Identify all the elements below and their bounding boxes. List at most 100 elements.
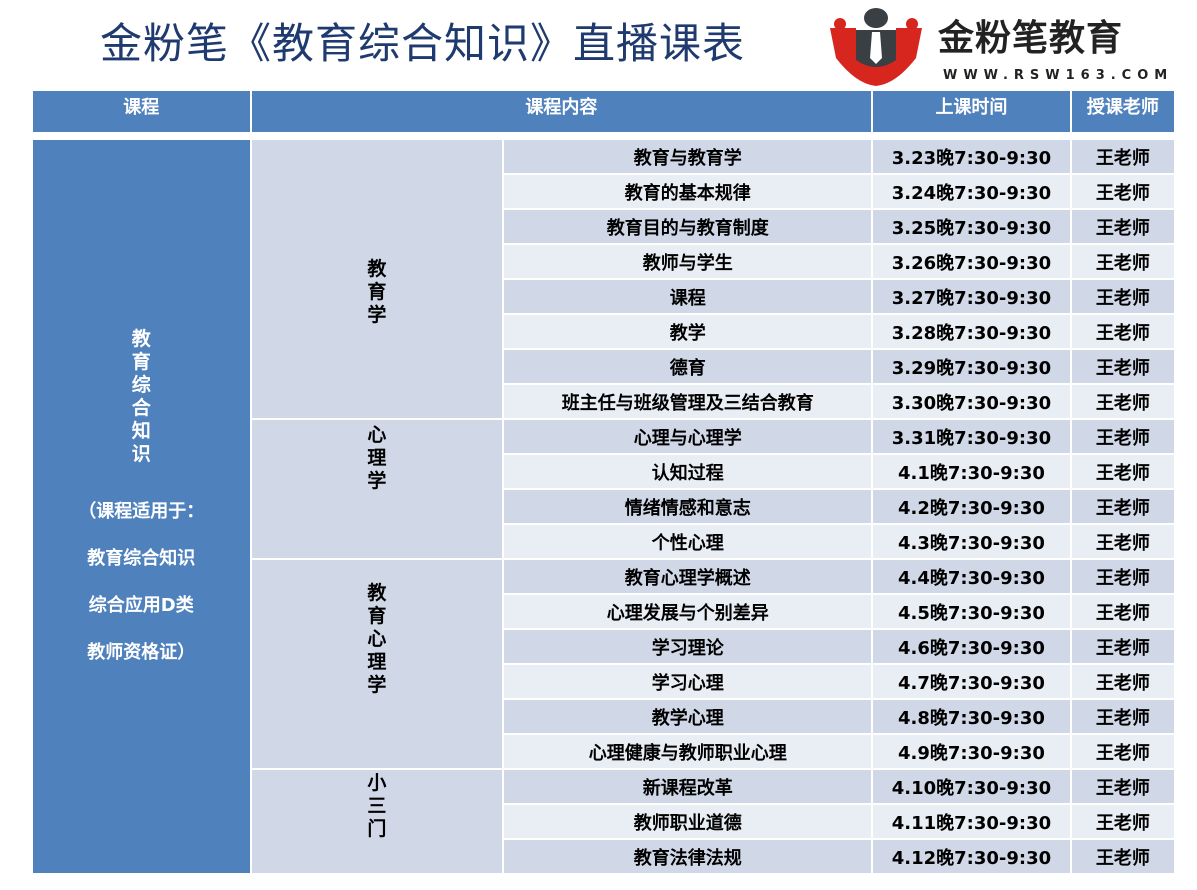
logo-url: WWW.RSW163.COM xyxy=(943,68,1174,83)
cell-topic: 心理健康与教师职业心理 xyxy=(504,735,872,768)
cell-time: 3.29晚7:30-9:30 xyxy=(873,350,1070,383)
cell-topic: 认知过程 xyxy=(504,455,872,488)
cell-time: 3.30晚7:30-9:30 xyxy=(873,385,1070,418)
course-name: 教育综合知识 xyxy=(131,328,151,465)
table-row: 教育心理学 教育心理学概述 4.4晚7:30-9:30 王老师 xyxy=(33,560,1174,768)
course-note-line: （课程适用于： xyxy=(78,501,205,522)
cell-time: 4.11晚7:30-9:30 xyxy=(873,805,1070,838)
table-row: 课程 3.27晚7:30-9:30 王老师 xyxy=(33,280,1174,313)
cell-teacher: 王老师 xyxy=(1071,315,1174,348)
course-note-line: 综合应用D类 xyxy=(88,595,194,616)
cell-time: 4.3晚7:30-9:30 xyxy=(873,525,1070,558)
cell-topic: 班主任与班级管理及三结合教育 xyxy=(504,385,872,418)
table-row: 学习理论 4.6晚7:30-9:30 王老师 xyxy=(33,630,1174,663)
cell-teacher: 王老师 xyxy=(1071,455,1174,488)
cell-topic: 学习理论 xyxy=(504,630,872,663)
header-course: 课程 xyxy=(33,91,250,132)
cell-time: 3.31晚7:30-9:30 xyxy=(873,420,1070,453)
header-teacher: 授课老师 xyxy=(1071,91,1174,132)
cell-time: 3.25晚7:30-9:30 xyxy=(873,210,1070,243)
header-spacer xyxy=(33,134,1174,138)
section-cell: 小三门 xyxy=(251,770,503,873)
table-row: 教育目的与教育制度 3.25晚7:30-9:30 王老师 xyxy=(33,210,1174,243)
schedule-table: 课程 课程内容 上课时间 授课老师 教育综合知识 （课程适用于： 教育综合知识 综合应… xyxy=(31,89,1176,875)
cell-topic: 个性心理 xyxy=(504,525,872,558)
cell-teacher: 王老师 xyxy=(1071,210,1174,243)
section-name: 教育学 xyxy=(367,258,387,326)
cell-topic: 新课程改革 xyxy=(504,770,872,803)
cell-topic: 学习心理 xyxy=(504,665,872,698)
cell-teacher: 王老师 xyxy=(1071,665,1174,698)
section-name: 小三门 xyxy=(367,772,387,840)
course-note-line: 教师资格证） xyxy=(87,642,196,663)
table-header-row: 课程 课程内容 上课时间 授课老师 xyxy=(33,91,1174,132)
table-row: 教师职业道德 4.11晚7:30-9:30 王老师 xyxy=(33,805,1174,838)
cell-topic: 教师与学生 xyxy=(504,245,872,278)
cell-time: 4.10晚7:30-9:30 xyxy=(873,770,1070,803)
cell-time: 4.5晚7:30-9:30 xyxy=(873,595,1070,628)
logo-emblem-icon xyxy=(830,8,922,86)
table-row: 班主任与班级管理及三结合教育 3.30晚7:30-9:30 王老师 xyxy=(33,385,1174,418)
cell-teacher: 王老师 xyxy=(1071,805,1174,838)
cell-topic: 课程 xyxy=(504,280,872,313)
section-name: 教育心理学 xyxy=(367,582,387,696)
cell-teacher: 王老师 xyxy=(1071,245,1174,278)
course-note-line: 教育综合知识 xyxy=(87,548,196,569)
table-row: 教育法律法规 4.12晚7:30-9:30 王老师 xyxy=(33,840,1174,873)
cell-topic: 教学心理 xyxy=(504,700,872,733)
cell-topic: 教育目的与教育制度 xyxy=(504,210,872,243)
cell-time: 4.1晚7:30-9:30 xyxy=(873,455,1070,488)
cell-teacher: 王老师 xyxy=(1071,525,1174,558)
cell-teacher: 王老师 xyxy=(1071,735,1174,768)
table-row: 学习心理 4.7晚7:30-9:30 王老师 xyxy=(33,665,1174,698)
cell-topic: 心理与心理学 xyxy=(504,420,872,453)
cell-topic: 教学 xyxy=(504,315,872,348)
cell-teacher: 王老师 xyxy=(1071,175,1174,208)
section-cell: 教育学 xyxy=(251,140,503,418)
course-cell: 教育综合知识 （课程适用于： 教育综合知识 综合应用D类 教师资格证） xyxy=(33,140,250,873)
cell-time: 3.26晚7:30-9:30 xyxy=(873,245,1070,278)
table-row: 教学 3.28晚7:30-9:30 王老师 xyxy=(33,315,1174,348)
cell-teacher: 王老师 xyxy=(1071,490,1174,523)
header-time: 上课时间 xyxy=(873,91,1070,132)
cell-teacher: 王老师 xyxy=(1071,420,1174,453)
cell-time: 4.8晚7:30-9:30 xyxy=(873,700,1070,733)
cell-time: 3.27晚7:30-9:30 xyxy=(873,280,1070,313)
section-cell: 教育心理学 xyxy=(251,560,503,768)
cell-teacher: 王老师 xyxy=(1071,630,1174,663)
table-row: 心理学 心理与心理学 3.31晚7:30-9:30 王老师 xyxy=(33,420,1174,558)
table-row: 认知过程 4.1晚7:30-9:30 王老师 xyxy=(33,455,1174,488)
cell-teacher: 王老师 xyxy=(1071,280,1174,313)
cell-time: 4.12晚7:30-9:30 xyxy=(873,840,1070,873)
logo-text: 金粉笔教育 xyxy=(938,18,1124,59)
cell-time: 4.7晚7:30-9:30 xyxy=(873,665,1070,698)
table-row: 教育综合知识 （课程适用于： 教育综合知识 综合应用D类 教师资格证） 教育学 教育与教育学… xyxy=(33,140,1174,873)
cell-time: 4.4晚7:30-9:30 xyxy=(873,560,1070,593)
cell-time: 3.28晚7:30-9:30 xyxy=(873,315,1070,348)
cell-teacher: 王老师 xyxy=(1071,385,1174,418)
cell-topic: 教师职业道德 xyxy=(504,805,872,838)
section-cell: 心理学 xyxy=(251,420,503,558)
table-row: 个性心理 4.3晚7:30-9:30 王老师 xyxy=(33,525,1174,558)
table-row: 小三门 新课程改革 4.10晚7:30-9:30 王老师 xyxy=(33,770,1174,873)
table-row: 教育的基本规律 3.24晚7:30-9:30 王老师 xyxy=(33,175,1174,208)
cell-topic: 心理发展与个别差异 xyxy=(504,595,872,628)
cell-teacher: 王老师 xyxy=(1071,595,1174,628)
cell-teacher: 王老师 xyxy=(1071,350,1174,383)
cell-teacher: 王老师 xyxy=(1071,560,1174,593)
cell-topic: 教育心理学概述 xyxy=(504,560,872,593)
table-row: 心理发展与个别差异 4.5晚7:30-9:30 王老师 xyxy=(33,595,1174,628)
cell-topic: 德育 xyxy=(504,350,872,383)
table-row: 教师与学生 3.26晚7:30-9:30 王老师 xyxy=(33,245,1174,278)
cell-teacher: 王老师 xyxy=(1071,840,1174,873)
cell-time: 3.24晚7:30-9:30 xyxy=(873,175,1070,208)
table-row: 教学心理 4.8晚7:30-9:30 王老师 xyxy=(33,700,1174,733)
logo: 金粉笔教育 WWW.RSW163.COM xyxy=(826,6,1176,86)
cell-teacher: 王老师 xyxy=(1071,140,1174,173)
header-content: 课程内容 xyxy=(251,91,872,132)
table-row: 德育 3.29晚7:30-9:30 王老师 xyxy=(33,350,1174,383)
cell-topic: 教育法律法规 xyxy=(504,840,872,873)
cell-topic: 教育与教育学 xyxy=(504,140,872,173)
cell-teacher: 王老师 xyxy=(1071,770,1174,803)
cell-topic: 情绪情感和意志 xyxy=(504,490,872,523)
